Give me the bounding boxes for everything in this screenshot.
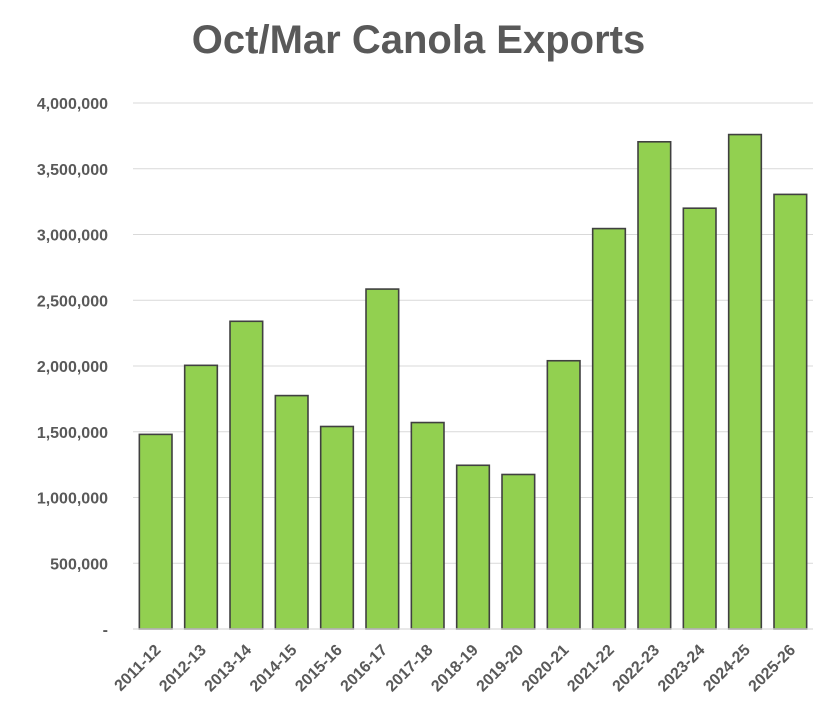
x-tick-label: 2020-21 (519, 642, 573, 696)
x-tick-label: 2022-23 (610, 642, 664, 696)
x-tick-label: 2011-12 (112, 642, 165, 695)
bar-2020-21 (546, 359, 581, 630)
x-tick-label: 2025-26 (746, 642, 800, 696)
bar-2013-14 (229, 320, 264, 630)
bar-2017-18 (410, 421, 445, 630)
bars (138, 133, 808, 630)
y-axis-tick-labels: - 500,000 1,000,000 1,500,000 2,000,000 2,500… (37, 96, 108, 639)
bar-2025-26 (773, 193, 808, 630)
x-tick-label: 2012-13 (156, 642, 210, 696)
y-tick-label: 4,000,000 (37, 96, 108, 113)
y-tick-label: 1,000,000 (37, 491, 108, 508)
bar-2011-12 (138, 433, 173, 630)
x-tick-label: 2015-16 (292, 642, 346, 696)
y-tick-label: 3,500,000 (37, 162, 108, 179)
bar-2022-23 (637, 140, 672, 630)
bar-2014-15 (274, 394, 309, 630)
y-tick-label: 1,500,000 (37, 425, 108, 442)
bar-2024-25 (727, 133, 763, 630)
bar-2023-24 (682, 207, 717, 630)
y-tick-label: 3,000,000 (37, 228, 108, 245)
bar-2016-17 (365, 288, 400, 630)
y-tick-label: - (103, 622, 108, 639)
x-tick-label: 2023-24 (655, 642, 709, 696)
x-tick-label: 2017-18 (383, 642, 437, 696)
y-tick-label: 2,000,000 (37, 359, 108, 376)
x-tick-label: 2013-14 (202, 642, 256, 696)
bar-2019-20 (501, 473, 536, 630)
x-tick-label: 2024-25 (700, 642, 754, 696)
x-tick-label: 2019-20 (474, 642, 528, 696)
x-tick-label: 2018-19 (428, 642, 482, 696)
bar-2021-22 (591, 227, 627, 630)
chart-title: Oct/Mar Canola Exports (191, 18, 646, 62)
x-axis-tick-labels: 2011-122012-132013-142014-152015-162016-… (112, 642, 800, 696)
y-tick-label: 2,500,000 (37, 293, 108, 310)
x-tick-label: 2021-22 (564, 642, 618, 696)
bar-2015-16 (319, 425, 355, 630)
x-tick-label: 2016-17 (338, 642, 392, 696)
bar-2018-19 (455, 464, 491, 630)
bar-2012-13 (183, 364, 219, 630)
y-tick-label: 500,000 (50, 556, 108, 573)
x-tick-label: 2014-15 (247, 642, 301, 696)
